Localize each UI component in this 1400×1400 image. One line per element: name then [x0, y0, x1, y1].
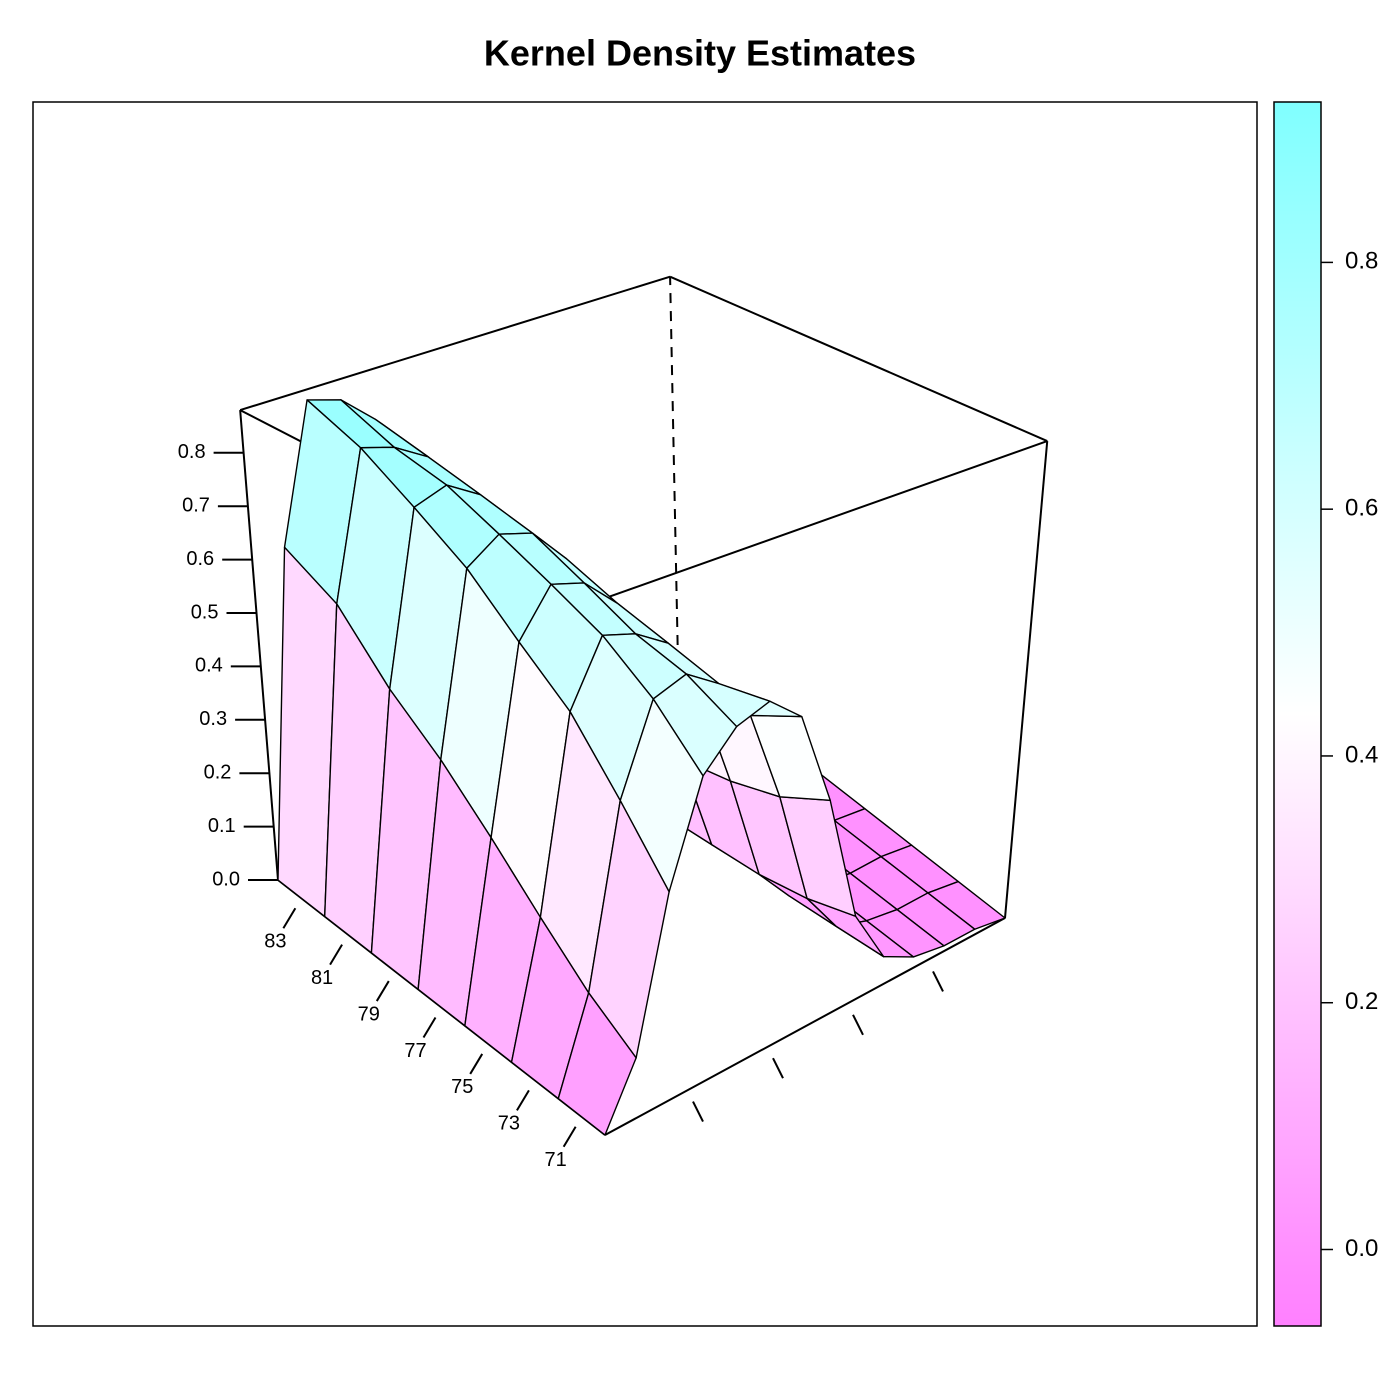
x-tick: [692, 1101, 704, 1123]
z-tick-label: 0.5: [191, 601, 219, 623]
y-tick-label: 79: [358, 1003, 380, 1025]
z-tick-label: 0.6: [186, 548, 214, 570]
z-tick-label: 0.8: [178, 441, 206, 463]
chart-title: Kernel Density Estimates: [484, 33, 916, 74]
y-tick: [422, 1016, 437, 1039]
x-tick: [932, 970, 944, 992]
y-tick-label: 81: [311, 967, 333, 989]
box-edge: [1004, 440, 1049, 919]
surface-facet: [557, 992, 637, 1136]
y-tick-label: 73: [498, 1113, 520, 1135]
box-edge: [669, 275, 1048, 442]
y-tick: [516, 1089, 530, 1111]
colorkey-tick-label: 0.4: [1345, 741, 1378, 768]
y-tick: [329, 944, 343, 966]
colorkey-tick-label: 0.6: [1345, 495, 1378, 522]
y-tick-label: 83: [264, 930, 286, 952]
y-tick-label: 71: [545, 1149, 567, 1171]
y-tick-label: 75: [451, 1076, 473, 1098]
z-tick-label: 0.7: [182, 494, 210, 516]
z-tick-label: 0.0: [212, 868, 240, 890]
x-tick: [852, 1014, 864, 1036]
box-edge: [669, 276, 679, 664]
z-tick-label: 0.2: [204, 761, 232, 783]
x-tick: [772, 1057, 784, 1079]
colorkey-tick-label: 0.8: [1345, 248, 1378, 275]
box-edge: [239, 275, 671, 412]
colorkey-tick-label: 0.0: [1345, 1235, 1378, 1262]
z-tick-label: 0.4: [195, 655, 223, 677]
colorkey-tick-label: 0.2: [1345, 988, 1378, 1015]
box-edge: [239, 409, 279, 881]
y-tick: [562, 1126, 577, 1148]
box-edge: [604, 917, 1006, 1136]
y-tick-label: 77: [404, 1040, 426, 1062]
z-tick-label: 0.3: [199, 708, 227, 730]
z-tick-label: 0.1: [208, 815, 236, 837]
y-tick: [469, 1053, 484, 1075]
y-tick: [375, 980, 390, 1002]
y-tick: [282, 907, 297, 929]
panel: [32, 101, 1258, 1327]
colorkey: [1273, 101, 1322, 1327]
box-edge: [604, 440, 1048, 600]
